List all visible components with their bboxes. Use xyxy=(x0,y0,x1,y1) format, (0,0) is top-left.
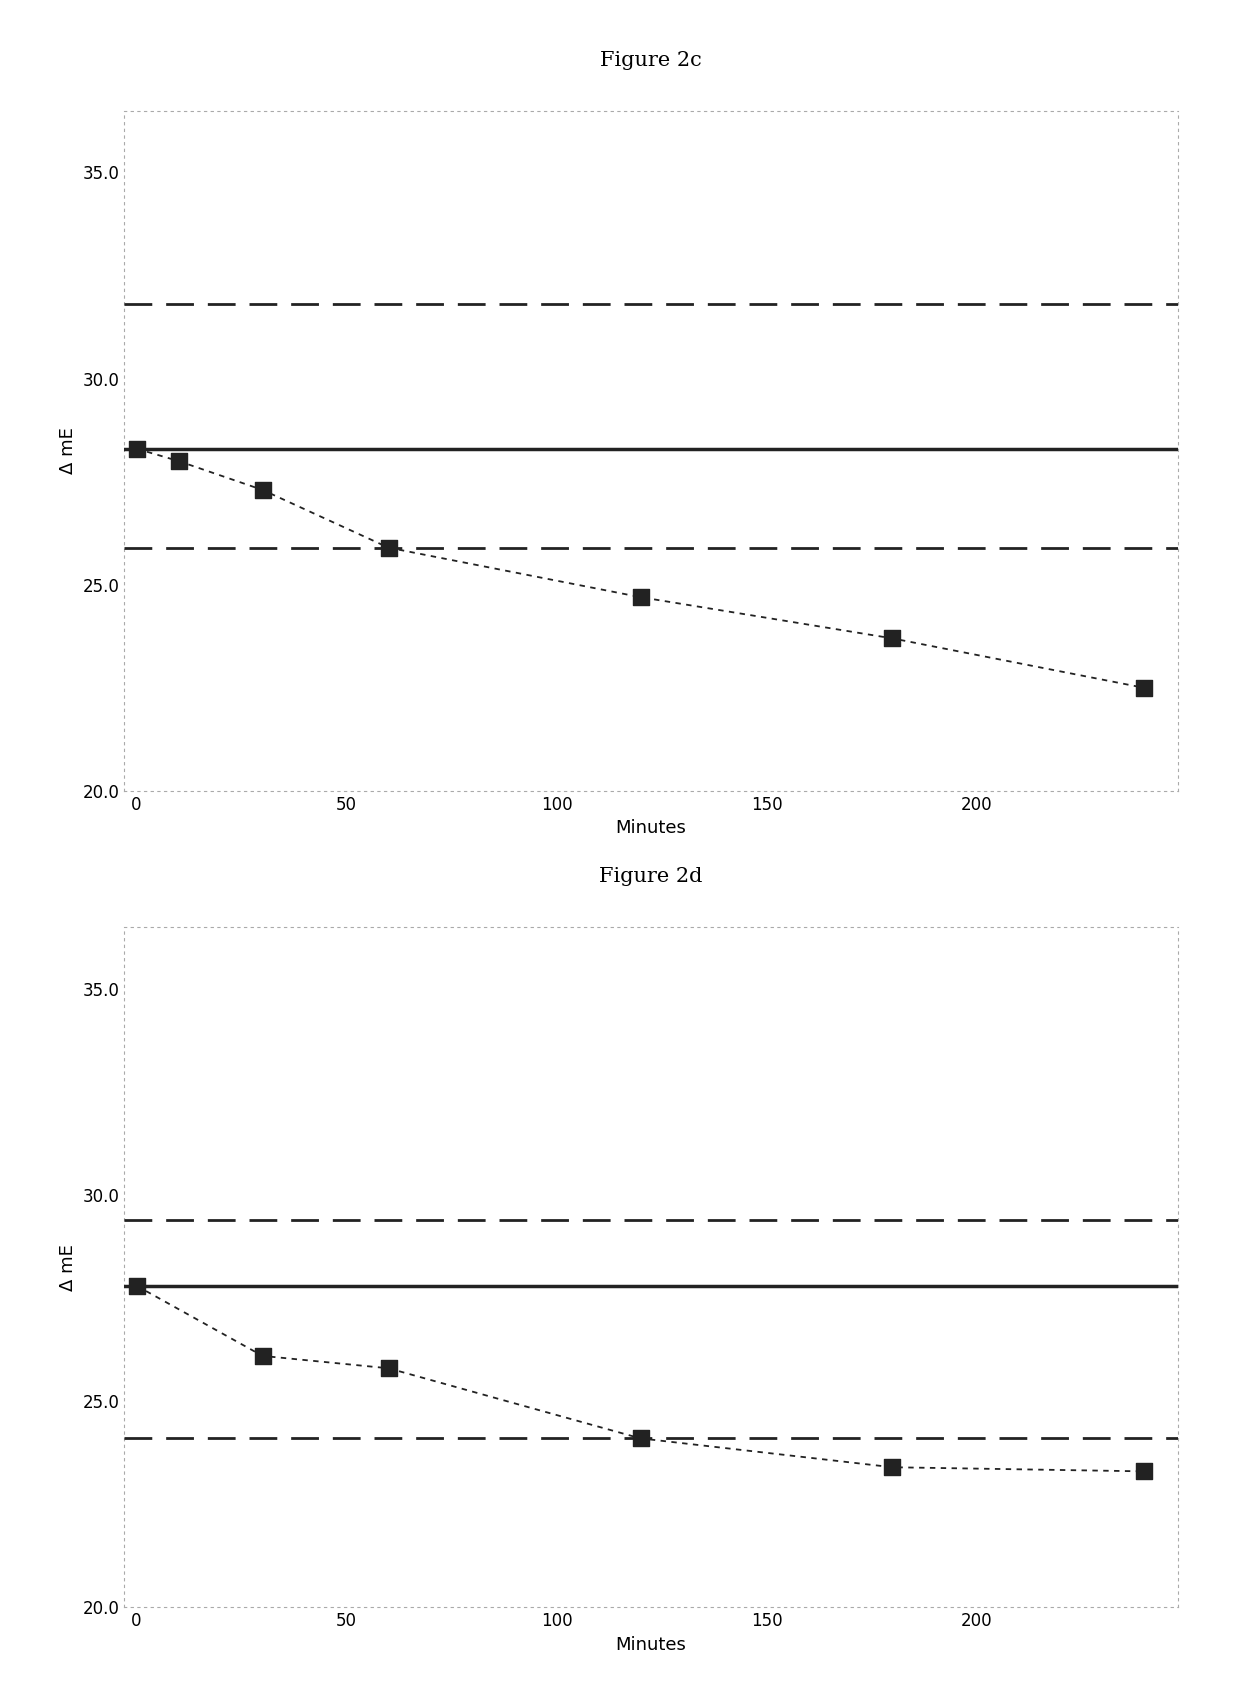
Point xyxy=(1135,1458,1154,1485)
Point xyxy=(126,1272,146,1300)
Point xyxy=(253,1342,273,1369)
Text: Figure 2d: Figure 2d xyxy=(599,868,703,886)
Point xyxy=(1135,674,1154,701)
Point xyxy=(631,1425,651,1453)
X-axis label: Minutes: Minutes xyxy=(615,820,687,837)
Text: Figure 2c: Figure 2c xyxy=(600,51,702,70)
Point xyxy=(883,1454,903,1482)
Point xyxy=(631,583,651,611)
X-axis label: Minutes: Minutes xyxy=(615,1636,687,1653)
Point xyxy=(378,1354,398,1381)
Point xyxy=(253,476,273,503)
Y-axis label: Δ mE: Δ mE xyxy=(58,1243,77,1291)
Point xyxy=(378,534,398,561)
Point xyxy=(883,624,903,651)
Y-axis label: Δ mE: Δ mE xyxy=(58,427,77,475)
Point xyxy=(126,435,146,463)
Point xyxy=(169,447,188,475)
